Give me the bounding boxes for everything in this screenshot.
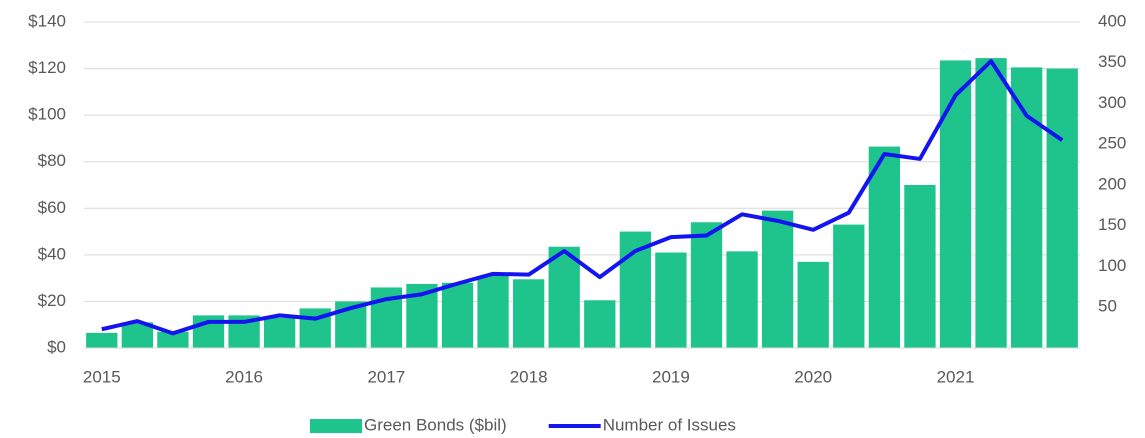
bar (690, 222, 723, 348)
bar (548, 246, 580, 348)
y2-tick-label: 100 (1098, 256, 1126, 275)
y2-tick-label: 300 (1098, 93, 1126, 112)
y-tick-label: $100 (28, 105, 66, 124)
bar (726, 251, 758, 348)
y-tick-label: $140 (28, 11, 66, 30)
legend-label: Number of Issues (603, 415, 736, 434)
line (101, 59, 1064, 336)
y2-tick-label: 250 (1098, 134, 1126, 153)
bar (86, 332, 118, 348)
x-tick-label: 2018 (510, 367, 548, 386)
x-tick-label: 2019 (652, 367, 690, 386)
x-tick-label: 2016 (225, 367, 263, 386)
bar (797, 261, 829, 348)
y-tick-label: $40 (38, 244, 66, 263)
bar (1010, 67, 1043, 349)
bar (833, 224, 865, 348)
bar (939, 60, 972, 349)
bar (157, 331, 189, 348)
y-tick-label: $120 (28, 58, 66, 77)
y2-tick-label: 50 (1098, 297, 1117, 316)
x-tick-label: 2021 (937, 367, 975, 386)
y2-tick-label: 350 (1098, 52, 1126, 71)
y2-tick-label: 200 (1098, 174, 1126, 193)
bar (655, 252, 687, 348)
y-tick-label: $20 (38, 291, 66, 310)
bar (868, 146, 901, 348)
bar (584, 300, 616, 348)
legend-swatch (310, 419, 362, 433)
legend-label: Green Bonds ($bil) (364, 415, 507, 434)
y2-tick-label: 150 (1098, 215, 1126, 234)
bar (512, 279, 545, 348)
x-tick-label: 2015 (83, 367, 121, 386)
x-tick-label: 2020 (794, 367, 832, 386)
y-tick-label: $80 (38, 151, 66, 170)
x-tick-label: 2017 (367, 367, 405, 386)
bar (441, 282, 474, 348)
y-tick-label: $60 (38, 198, 66, 217)
bar (1046, 68, 1078, 349)
y-tick-label: $0 (47, 337, 66, 356)
bar (263, 317, 296, 348)
y2-tick-label: 400 (1098, 11, 1126, 30)
bar (904, 185, 936, 348)
bar (761, 210, 794, 348)
bar (477, 275, 509, 348)
bar (975, 58, 1007, 348)
